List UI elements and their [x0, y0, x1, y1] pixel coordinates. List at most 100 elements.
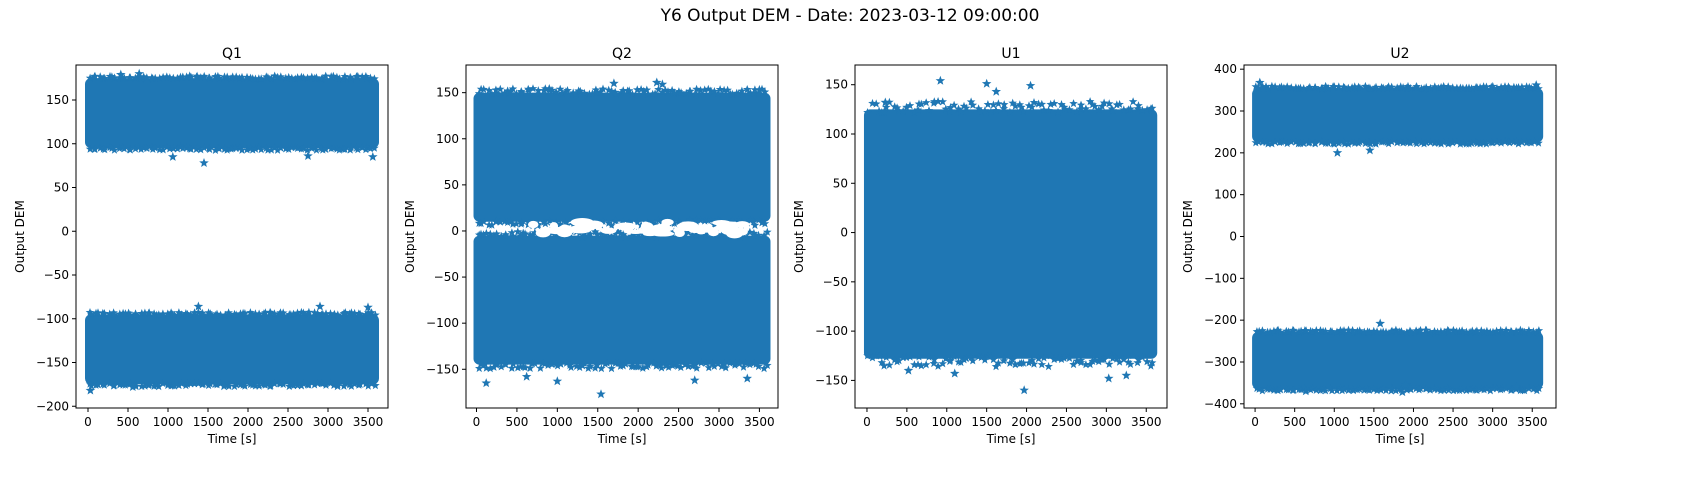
data-point [158, 309, 168, 318]
data-point [1422, 325, 1431, 335]
y-tick-label: −50 [44, 268, 69, 282]
data-point [1299, 139, 1308, 148]
data-point [87, 310, 96, 319]
data-point [332, 72, 342, 81]
data-point [1416, 325, 1425, 334]
data-point [633, 217, 642, 226]
data-point [363, 302, 373, 312]
data-point [293, 308, 302, 317]
data-point [1397, 387, 1408, 397]
data-point [503, 217, 512, 227]
x-tick-label: 3500 [1131, 415, 1162, 429]
data-point [281, 73, 291, 82]
data-point [1514, 139, 1523, 148]
data-point [894, 106, 904, 115]
data-point [506, 87, 515, 96]
data-point [162, 142, 171, 151]
data-point [1321, 81, 1330, 90]
data-point [1065, 105, 1074, 114]
plot-frame [854, 64, 1168, 409]
data-point [874, 351, 884, 360]
data-point [585, 362, 595, 371]
data-point [355, 379, 365, 389]
data-point [177, 379, 186, 388]
data-point [598, 216, 608, 225]
data-point [1311, 83, 1320, 92]
data-point [231, 310, 241, 319]
data-point [569, 88, 578, 97]
data-point [669, 360, 679, 369]
data-point [346, 143, 356, 152]
data-point [1397, 385, 1406, 394]
data-point [528, 84, 538, 93]
data-point [199, 310, 208, 319]
data-point [1263, 84, 1273, 93]
data-point [1296, 326, 1306, 335]
data-point [1334, 138, 1344, 147]
data-point [713, 89, 723, 98]
data-point [1350, 82, 1359, 91]
x-tick-label: 500 [1283, 415, 1306, 429]
data-point [924, 106, 934, 115]
x-tick-label: 1500 [193, 415, 224, 429]
x-tick-label: 3500 [1517, 415, 1548, 429]
data-point [592, 87, 602, 97]
data-point [1406, 328, 1416, 337]
data-point [520, 363, 530, 372]
data-point [613, 227, 623, 236]
x-tick-label: 1500 [582, 415, 613, 429]
data-point [530, 359, 540, 368]
data-point [361, 379, 371, 388]
data-point [237, 145, 247, 154]
data-point [497, 362, 506, 371]
data-point [536, 363, 545, 372]
data-point [121, 380, 130, 389]
data-point [1287, 83, 1296, 92]
data-point [968, 356, 978, 365]
data-point [1419, 84, 1429, 93]
data-point [890, 355, 899, 364]
data-point [1305, 82, 1314, 91]
data-point [1400, 380, 1411, 389]
data-point [1251, 138, 1261, 147]
data-point [186, 72, 196, 81]
data-point [1134, 101, 1143, 110]
data-point [158, 379, 168, 388]
data-point [597, 364, 606, 373]
data-point [1353, 326, 1362, 336]
y-tick-label: −200 [1204, 313, 1237, 327]
data-point [199, 158, 209, 167]
data-point [760, 87, 770, 96]
data-point [216, 379, 225, 388]
data-point [126, 73, 135, 82]
data-point [1287, 137, 1296, 146]
data-point [674, 217, 684, 226]
data-point [168, 151, 178, 161]
data-point [1261, 82, 1271, 91]
data-point [871, 99, 881, 108]
data-point [299, 379, 308, 388]
x-tick-label: 0 [84, 415, 92, 429]
data-point [949, 352, 959, 361]
data-point [1384, 139, 1393, 148]
data-point [1448, 138, 1457, 147]
data-point [661, 361, 671, 370]
data-point [1439, 385, 1449, 395]
data-point [607, 86, 616, 95]
data-point [759, 364, 769, 373]
x-tick-label: 500 [117, 415, 140, 429]
data-point [1327, 386, 1337, 395]
data-point [663, 87, 673, 96]
data-point [1387, 384, 1397, 393]
data-point [1347, 83, 1357, 92]
data-point [267, 74, 276, 83]
scatter-series-q2 [473, 77, 772, 399]
data-point [917, 361, 926, 370]
data-point [697, 231, 706, 240]
data-point [962, 103, 971, 112]
data-point [353, 145, 363, 154]
data-point [638, 230, 648, 239]
x-tick-label: 500 [505, 415, 528, 429]
data-point [1534, 326, 1544, 335]
data-point [363, 308, 373, 317]
